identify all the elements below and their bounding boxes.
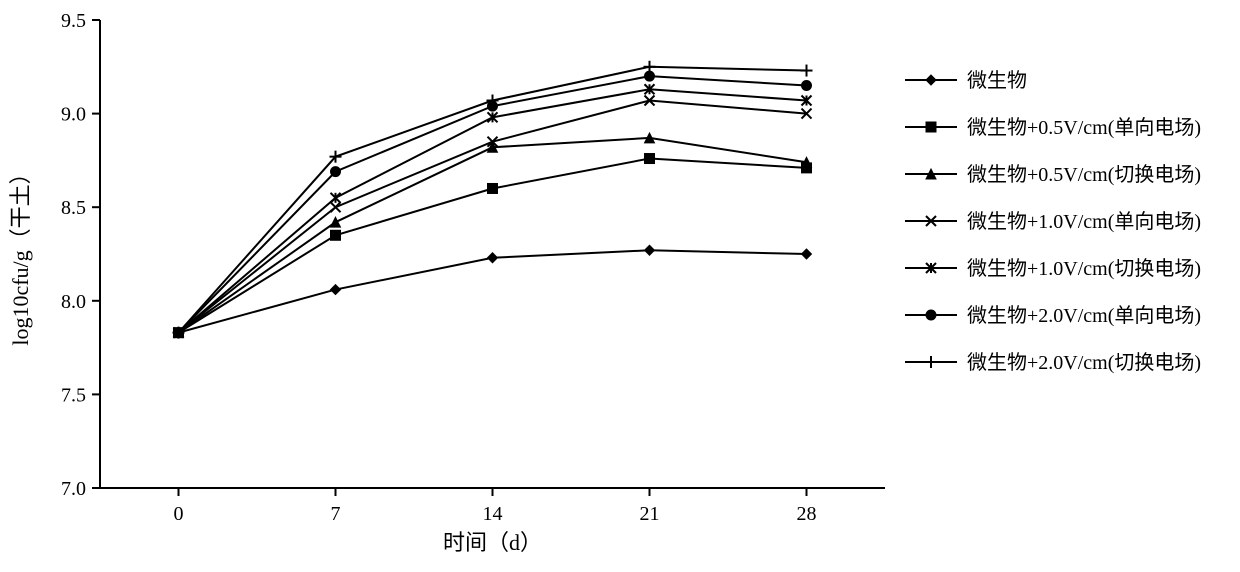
x-axis-label: 时间（d） <box>443 530 542 555</box>
y-tick-label: 9.0 <box>61 104 86 126</box>
x-tick-label: 7 <box>331 503 341 525</box>
legend-label: 微生物+2.0V/cm(单向电场) <box>967 304 1201 327</box>
series <box>173 61 813 339</box>
legend-item: 微生物+0.5V/cm(单向电场) <box>905 116 1201 139</box>
legend-label: 微生物+0.5V/cm(单向电场) <box>967 116 1201 139</box>
x-tick-label: 28 <box>797 503 817 525</box>
series <box>174 84 812 337</box>
y-tick-label: 9.5 <box>61 10 86 32</box>
legend-label: 微生物+2.0V/cm(切换电场) <box>967 351 1201 374</box>
y-tick-label: 7.5 <box>61 384 86 406</box>
y-tick-label: 8.0 <box>61 291 86 313</box>
x-tick-label: 0 <box>174 503 184 525</box>
legend-label: 微生物+0.5V/cm(切换电场) <box>967 163 1201 186</box>
legend-label: 微生物+1.0V/cm(切换电场) <box>967 257 1201 280</box>
y-axis-label: log10cfu/g（干土） <box>8 162 33 345</box>
legend-item: 微生物+0.5V/cm(切换电场) <box>905 163 1201 186</box>
legend-item: 微生物+2.0V/cm(切换电场) <box>905 351 1201 374</box>
series <box>174 154 812 338</box>
line-chart: 7.0 7.5 8.0 8.5 9.0 9.5 0 7 14 21 28 时间（d） log10cfu/… <box>0 0 1240 572</box>
legend-label: 微生物+1.0V/cm(单向电场) <box>967 210 1201 233</box>
series <box>174 71 812 337</box>
series <box>174 95 812 337</box>
x-tick-label: 14 <box>483 503 503 525</box>
x-tick-label: 21 <box>640 503 660 525</box>
y-tick-label: 8.5 <box>61 197 86 219</box>
legend-label: 微生物 <box>967 69 1027 92</box>
legend-item: 微生物 <box>905 69 1027 92</box>
legend-item: 微生物+1.0V/cm(单向电场) <box>905 210 1201 233</box>
legend-item: 微生物+2.0V/cm(单向电场) <box>905 304 1201 327</box>
y-tick-label: 7.0 <box>61 478 86 500</box>
legend-item: 微生物+1.0V/cm(切换电场) <box>905 257 1201 280</box>
